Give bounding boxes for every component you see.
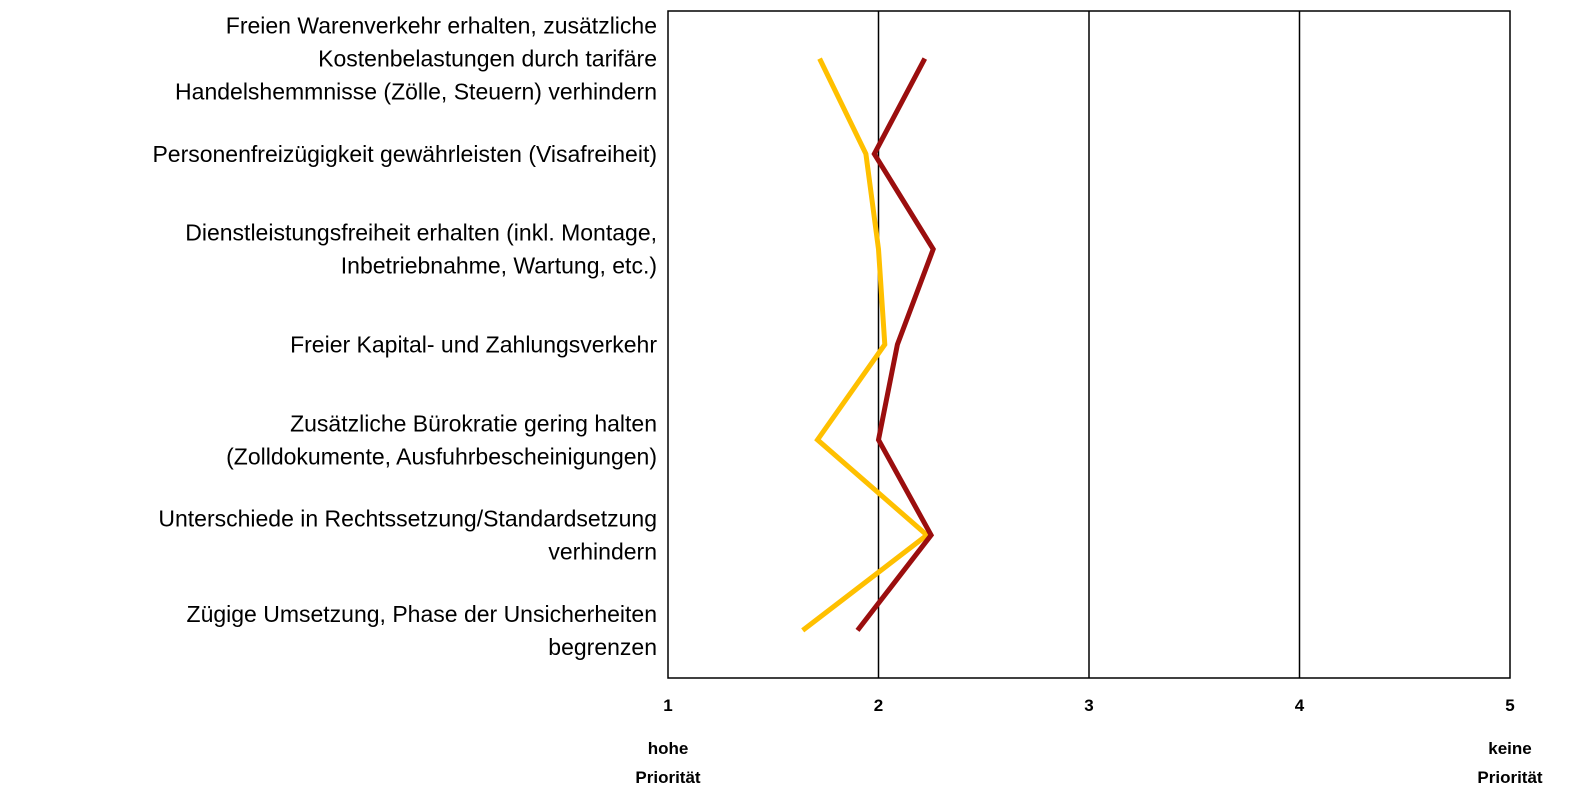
grid-lines	[877, 11, 1301, 678]
axis-end-labels: hohe Priorität keine Priorität	[635, 739, 1543, 787]
series-line-2	[855, 57, 936, 632]
x-tick-label-1: 1	[663, 696, 672, 715]
x-tick-label-3: 3	[1084, 696, 1093, 715]
x-tick-label-5: 5	[1505, 696, 1514, 715]
axis-end-label-high: keine Priorität	[1477, 739, 1543, 787]
x-tick-label-2: 2	[874, 696, 883, 715]
category-label: Personenfreizügigkeit gewährleisten (Vis…	[152, 141, 657, 167]
x-tick-label-4: 4	[1295, 696, 1305, 715]
plot-area-frame	[667, 10, 1511, 679]
category-label: Zügige Umsetzung, Phase der Unsicherheit…	[187, 601, 657, 660]
x-tick-labels: 1 2 3 4 5	[663, 696, 1514, 715]
series-layer	[801, 57, 936, 633]
category-label: Freier Kapital- und Zahlungsverkehr	[290, 332, 657, 358]
category-labels: Freien Warenverkehr erhalten, zusätzlich…	[152, 13, 657, 660]
category-label: Freien Warenverkehr erhalten, zusätzlich…	[175, 13, 657, 105]
series-line-1	[801, 57, 931, 633]
category-label: Unterschiede in Rechtssetzung/Standardse…	[158, 506, 657, 565]
category-label: Zusätzliche Bürokratie gering halten (Zol…	[226, 410, 657, 469]
axis-end-label-low: hohe Priorität	[635, 739, 701, 787]
category-label: Dienstleistungsfreiheit erhalten (inkl. …	[185, 220, 657, 279]
